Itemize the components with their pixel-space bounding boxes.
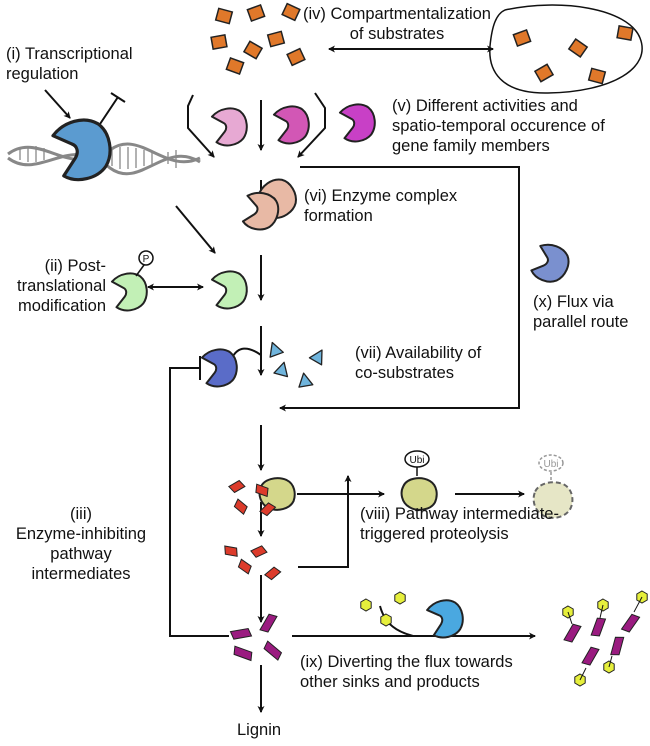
label-proteolysis: (viii) Pathway intermediate-triggered pr… (360, 505, 559, 543)
compartment-membrane (489, 4, 643, 94)
cosubstrate-triangles (269, 341, 323, 388)
enzyme-degraded (532, 481, 574, 519)
sink-enzyme (424, 595, 469, 642)
phospho-label: P (143, 254, 150, 265)
phospho-tag: P (135, 250, 154, 277)
label-compartmentalization: (iv) Compartmentalization of substrates (303, 5, 491, 43)
ubiquitin-label: Ubi (409, 455, 424, 466)
proteolysis-arrows (297, 474, 526, 568)
inhibition-feedback-line (169, 367, 229, 637)
intermediates-purple (229, 613, 283, 662)
substrate-squares (210, 2, 634, 85)
intermediates-red (224, 479, 282, 581)
enzyme-gene-family-2 (272, 102, 313, 147)
label-post-translational: (ii) Post-translational modification (17, 257, 106, 315)
label-diverting-flux: (ix) Diverting the flux towards other sin… (300, 653, 513, 691)
parallel-route-line (278, 166, 520, 412)
enzyme-transcription-factor (49, 112, 119, 186)
label-transcriptional-regulation: (i) Transcriptional regulation (6, 45, 133, 83)
enzyme-modified (110, 269, 151, 314)
enzyme-unmodified (210, 267, 251, 312)
gene-family-arrows (187, 92, 326, 158)
cosubstrate-arrow (231, 347, 262, 359)
transcriptional-regulation-arrows (44, 89, 216, 254)
label-enzyme-complex: (vi) Enzyme complex formation (304, 187, 458, 225)
diverting-flux-arrow (292, 605, 535, 637)
enzyme-gene-family-3 (338, 100, 379, 145)
label-lignin: Lignin (237, 721, 282, 739)
degraded-ubiquitin-tag: Ubi (538, 454, 564, 480)
label-gene-family-members: (v) Different activities and spatio-tempo… (392, 97, 605, 155)
ubiquitin-tag: Ubi (404, 450, 430, 476)
label-enzyme-inhibiting: (iii) Enzyme-inhibiting pathway intermediat… (15, 505, 147, 583)
label-parallel-route: (x) Flux via parallel route (533, 293, 629, 331)
sink-products (563, 596, 643, 681)
enzyme-parallel-route (528, 240, 575, 288)
degraded-ubiquitin-label: Ubi (543, 459, 558, 470)
label-cosubstrates: (vii) Availability of co-substrates (355, 344, 482, 382)
enzyme-gene-family-1 (210, 104, 251, 149)
